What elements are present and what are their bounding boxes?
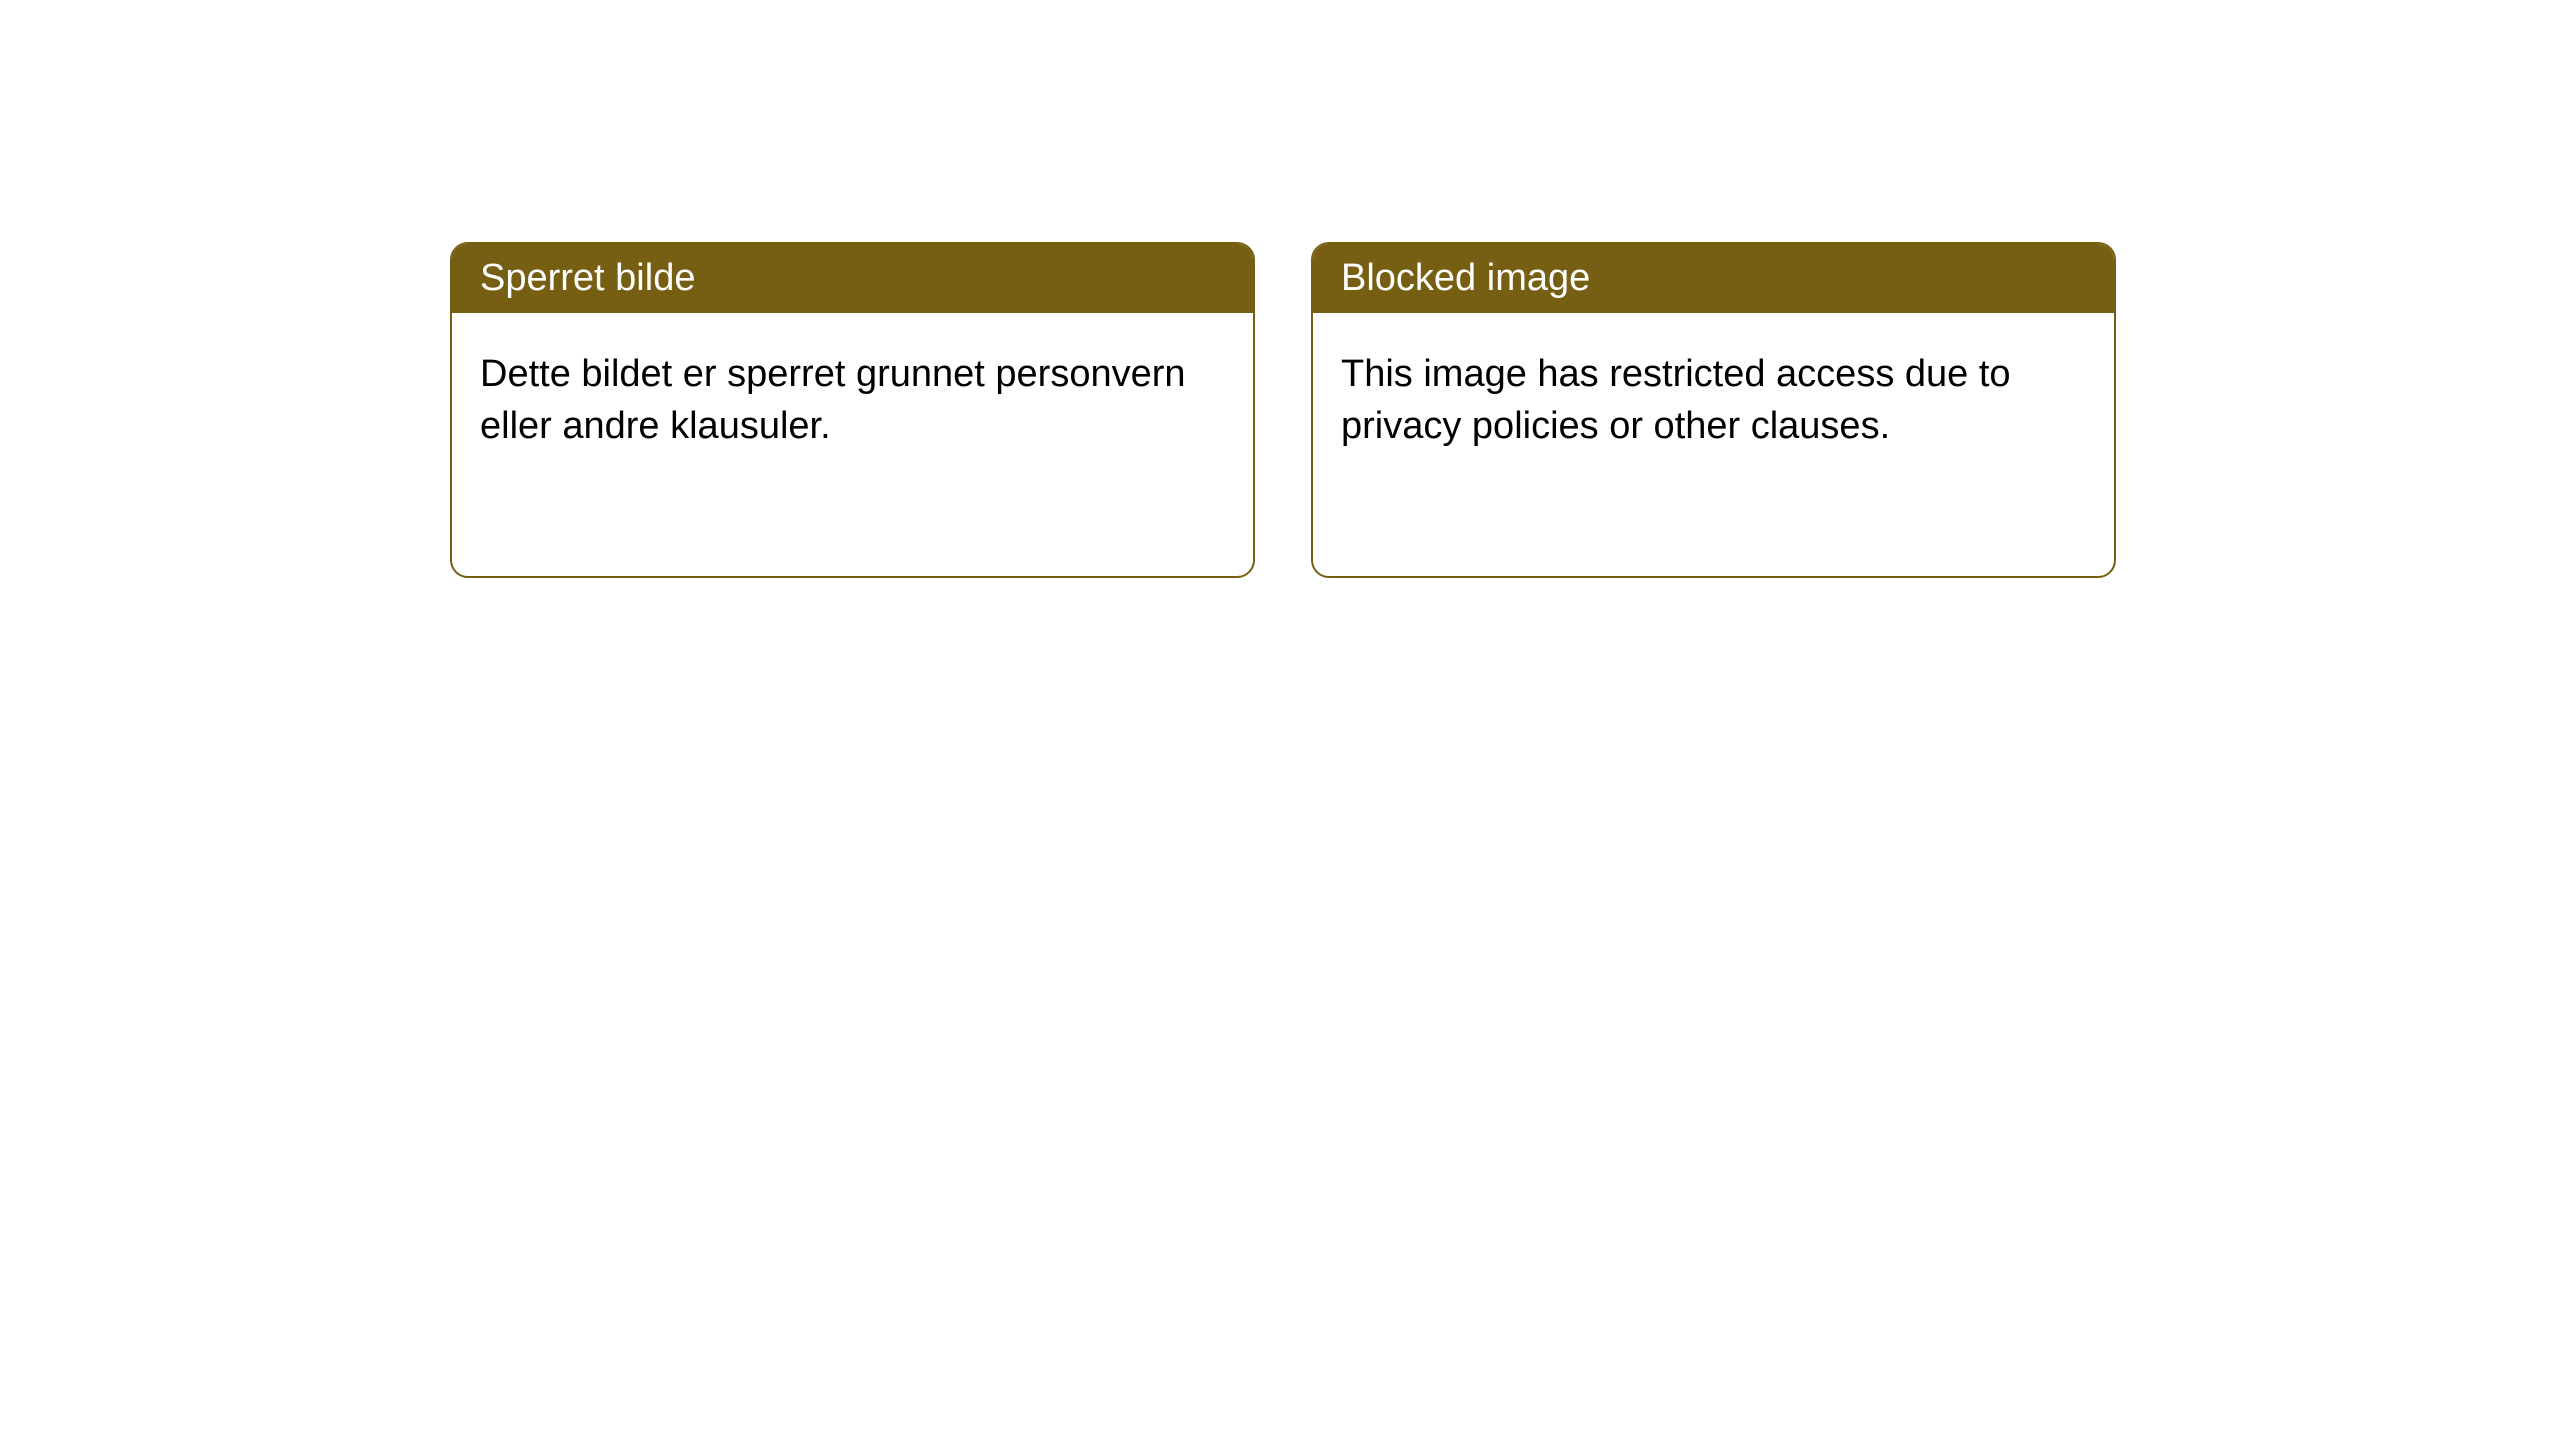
card-body-text: This image has restricted access due to … <box>1341 353 2011 446</box>
card-body: This image has restricted access due to … <box>1313 313 2114 488</box>
cards-container: Sperret bilde Dette bildet er sperret gr… <box>0 0 2560 578</box>
card-title: Blocked image <box>1341 257 1590 299</box>
card-title: Sperret bilde <box>480 257 695 299</box>
blocked-image-card-no: Sperret bilde Dette bildet er sperret gr… <box>450 242 1255 578</box>
card-header: Blocked image <box>1313 244 2114 313</box>
card-header: Sperret bilde <box>452 244 1253 313</box>
card-body: Dette bildet er sperret grunnet personve… <box>452 313 1253 488</box>
card-body-text: Dette bildet er sperret grunnet personve… <box>480 353 1186 446</box>
blocked-image-card-en: Blocked image This image has restricted … <box>1311 242 2116 578</box>
